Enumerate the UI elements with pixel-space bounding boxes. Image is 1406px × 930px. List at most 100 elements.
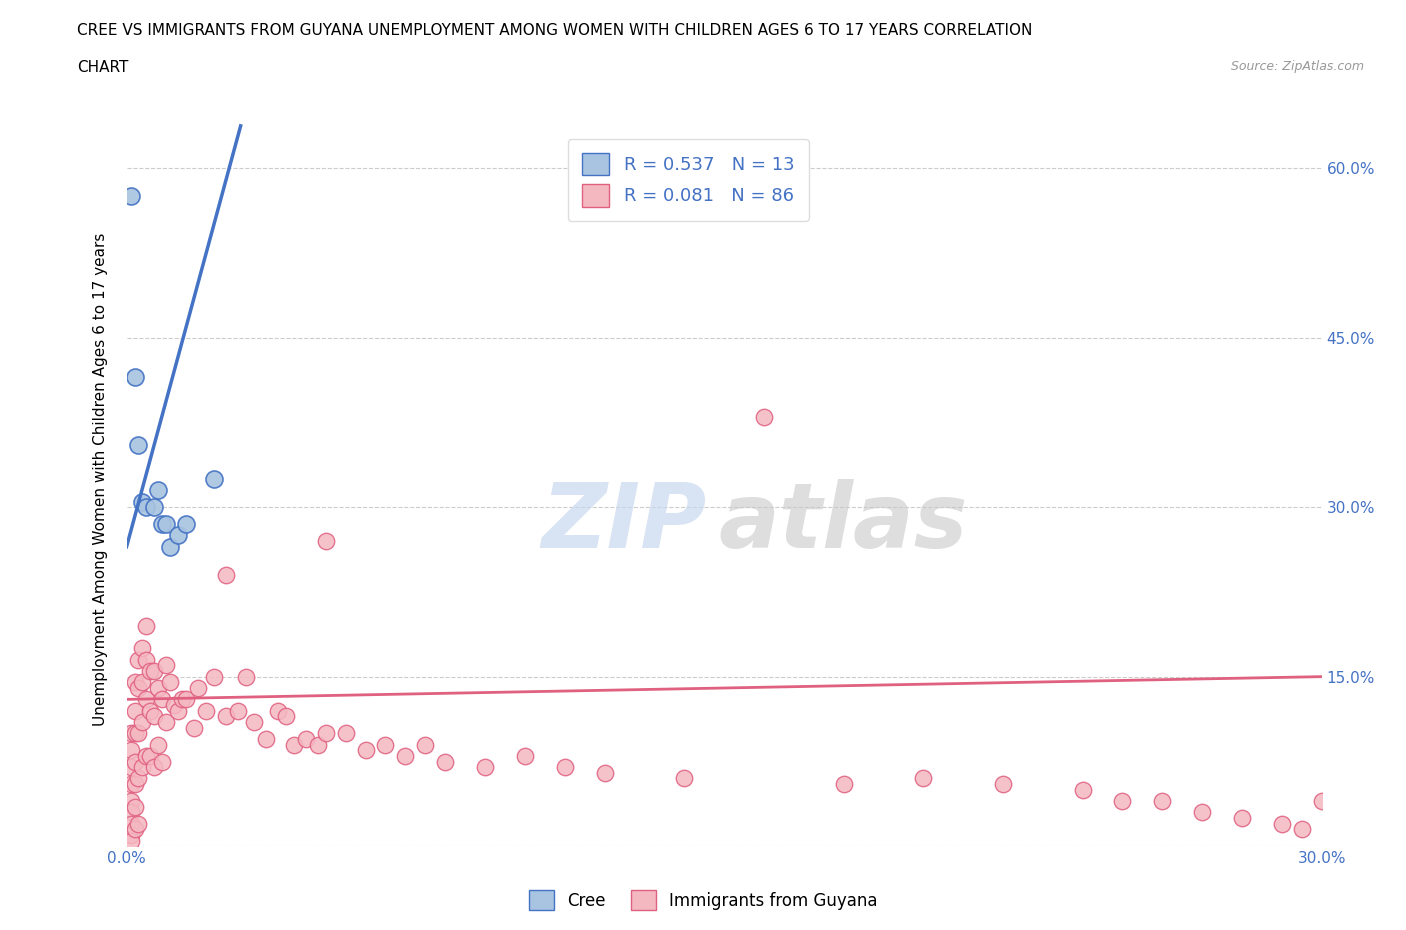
Point	[120, 189, 142, 204]
Y-axis label: Unemployment Among Women with Children Ages 6 to 17 years: Unemployment Among Women with Children A…	[93, 232, 108, 725]
Point	[155, 658, 177, 673]
Point	[135, 692, 157, 707]
Point	[159, 675, 181, 690]
Point	[283, 737, 305, 752]
Point	[1191, 805, 1213, 820]
Point	[167, 703, 190, 718]
Point	[294, 732, 316, 747]
Point	[267, 703, 290, 718]
Point	[120, 777, 142, 791]
Text: CHART: CHART	[77, 60, 129, 75]
Point	[1271, 817, 1294, 831]
Point	[174, 692, 197, 707]
Point	[202, 670, 225, 684]
Point	[127, 438, 149, 453]
Point	[1291, 822, 1313, 837]
Point	[120, 833, 142, 848]
Point	[150, 754, 174, 769]
Point	[513, 749, 536, 764]
Point	[148, 483, 170, 498]
Text: CREE VS IMMIGRANTS FROM GUYANA UNEMPLOYMENT AMONG WOMEN WITH CHILDREN AGES 6 TO : CREE VS IMMIGRANTS FROM GUYANA UNEMPLOYM…	[77, 23, 1032, 38]
Point	[127, 652, 149, 667]
Point	[150, 692, 174, 707]
Point	[120, 725, 142, 740]
Point	[315, 534, 337, 549]
Point	[254, 732, 277, 747]
Point	[673, 771, 696, 786]
Point	[335, 725, 357, 740]
Point	[174, 517, 197, 532]
Point	[135, 618, 157, 633]
Point	[131, 641, 153, 656]
Point	[187, 681, 209, 696]
Point	[195, 703, 218, 718]
Point	[167, 528, 190, 543]
Point	[120, 793, 142, 808]
Point	[991, 777, 1014, 791]
Point	[120, 828, 142, 843]
Point	[148, 737, 170, 752]
Point	[315, 725, 337, 740]
Point	[307, 737, 329, 752]
Point	[1071, 782, 1094, 797]
Point	[394, 749, 416, 764]
Point	[127, 725, 149, 740]
Point	[127, 771, 149, 786]
Point	[274, 709, 297, 724]
Legend: R = 0.537   N = 13, R = 0.081   N = 86: R = 0.537 N = 13, R = 0.081 N = 86	[568, 139, 808, 221]
Point	[124, 754, 146, 769]
Point	[243, 714, 266, 729]
Point	[474, 760, 496, 775]
Point	[143, 709, 166, 724]
Point	[155, 714, 177, 729]
Point	[135, 499, 157, 514]
Point	[131, 760, 153, 775]
Point	[124, 703, 146, 718]
Point	[135, 652, 157, 667]
Point	[131, 714, 153, 729]
Point	[127, 817, 149, 831]
Point	[143, 499, 166, 514]
Point	[752, 409, 775, 424]
Point	[120, 760, 142, 775]
Legend: Cree, Immigrants from Guyana: Cree, Immigrants from Guyana	[522, 884, 884, 917]
Point	[1230, 811, 1253, 826]
Point	[354, 743, 377, 758]
Text: Source: ZipAtlas.com: Source: ZipAtlas.com	[1230, 60, 1364, 73]
Point	[120, 805, 142, 820]
Point	[832, 777, 855, 791]
Point	[163, 698, 186, 712]
Point	[434, 754, 457, 769]
Point	[120, 743, 142, 758]
Point	[143, 760, 166, 775]
Text: atlas: atlas	[718, 479, 967, 567]
Point	[124, 675, 146, 690]
Point	[215, 709, 238, 724]
Point	[1310, 793, 1333, 808]
Point	[183, 720, 205, 735]
Point	[139, 664, 162, 679]
Point	[202, 472, 225, 486]
Point	[124, 777, 146, 791]
Point	[131, 675, 153, 690]
Point	[374, 737, 396, 752]
Text: ZIP: ZIP	[541, 479, 706, 567]
Point	[1111, 793, 1133, 808]
Point	[226, 703, 249, 718]
Point	[593, 765, 616, 780]
Point	[155, 517, 177, 532]
Point	[215, 567, 238, 582]
Point	[235, 670, 257, 684]
Point	[139, 749, 162, 764]
Point	[135, 749, 157, 764]
Point	[172, 692, 194, 707]
Point	[554, 760, 576, 775]
Point	[127, 681, 149, 696]
Point	[124, 370, 146, 385]
Point	[1152, 793, 1174, 808]
Point	[124, 799, 146, 814]
Point	[912, 771, 935, 786]
Point	[148, 681, 170, 696]
Point	[143, 664, 166, 679]
Point	[120, 817, 142, 831]
